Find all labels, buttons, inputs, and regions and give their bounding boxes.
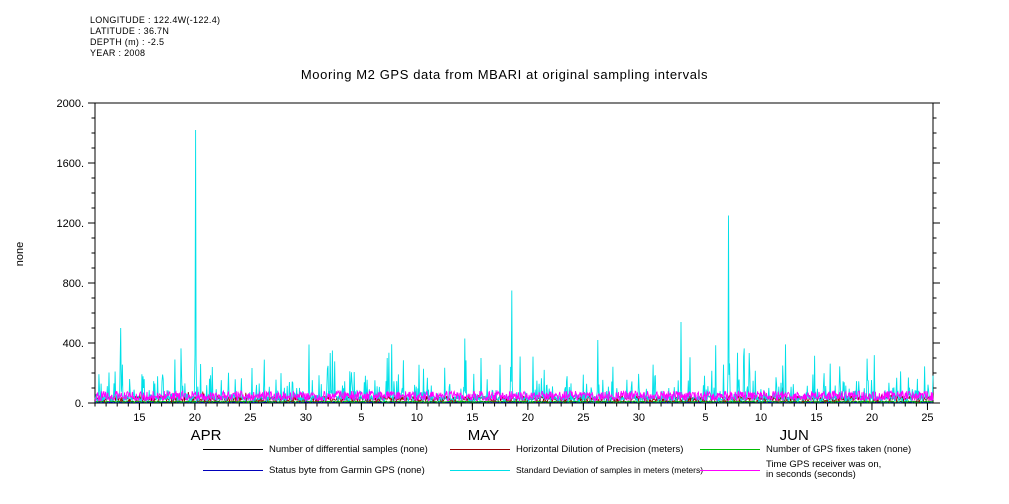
svg-text:25: 25 <box>577 412 589 424</box>
svg-text:15: 15 <box>466 412 478 424</box>
meta-longitude: LONGITUDE : 122.4W(-122.4) <box>90 15 221 25</box>
legend-item: Number of differential samples (none) <box>203 444 428 455</box>
svg-text:1200.: 1200. <box>56 218 84 230</box>
legend-label: Time GPS receiver was on, in seconds (se… <box>766 459 882 480</box>
legend-line-swatch <box>700 469 760 471</box>
svg-text:20: 20 <box>522 412 534 424</box>
svg-text:25: 25 <box>244 412 256 424</box>
svg-text:20: 20 <box>189 412 201 424</box>
legend-label: Status byte from Garmin GPS (none) <box>269 465 425 476</box>
meta-year: YEAR : 2008 <box>90 48 146 58</box>
legend-label: Number of differential samples (none) <box>269 444 428 455</box>
legend-label: Number of GPS fixes taken (none) <box>766 444 912 455</box>
legend-item: Standard Deviation of samples in meters … <box>450 465 703 475</box>
svg-text:10: 10 <box>411 412 423 424</box>
svg-text:5: 5 <box>702 412 708 424</box>
legend-line-swatch <box>203 449 263 450</box>
svg-text:25: 25 <box>921 412 933 424</box>
legend-line-swatch <box>700 449 760 450</box>
legend-line-swatch <box>450 469 510 471</box>
svg-text:30: 30 <box>633 412 645 424</box>
svg-text:800.: 800. <box>63 278 84 290</box>
svg-text:20: 20 <box>866 412 878 424</box>
legend-item: Horizontal Dilution of Precision (meters… <box>450 444 683 455</box>
legend-item: Number of GPS fixes taken (none) <box>700 444 911 455</box>
meta-latitude: LATITUDE : 36.7N <box>90 26 170 36</box>
legend-item: Status byte from Garmin GPS (none) <box>203 465 425 476</box>
svg-text:2000.: 2000. <box>56 98 84 110</box>
svg-text:JUN: JUN <box>780 427 809 444</box>
chart-title: Mooring M2 GPS data from MBARI at origin… <box>300 67 709 82</box>
legend-line-swatch <box>450 449 510 450</box>
legend-label: Horizontal Dilution of Precision (meters… <box>516 444 684 455</box>
svg-text:5: 5 <box>358 412 364 424</box>
svg-text:APR: APR <box>191 427 222 444</box>
svg-text:0.: 0. <box>75 398 84 410</box>
svg-text:400.: 400. <box>63 338 84 350</box>
svg-text:MAY: MAY <box>468 427 499 444</box>
svg-text:15: 15 <box>810 412 822 424</box>
legend-line-swatch <box>203 470 263 471</box>
meta-depth: DEPTH (m) : -2.5 <box>90 37 165 47</box>
svg-text:15: 15 <box>133 412 145 424</box>
svg-text:10: 10 <box>755 412 767 424</box>
legend-label: Standard Deviation of samples in meters … <box>516 465 704 475</box>
svg-text:30: 30 <box>300 412 312 424</box>
svg-text:1600.: 1600. <box>56 158 84 170</box>
metadata-block: LONGITUDE : 122.4W(-122.4) LATITUDE : 36… <box>90 15 220 59</box>
legend-item: Time GPS receiver was on, in seconds (se… <box>700 460 881 480</box>
